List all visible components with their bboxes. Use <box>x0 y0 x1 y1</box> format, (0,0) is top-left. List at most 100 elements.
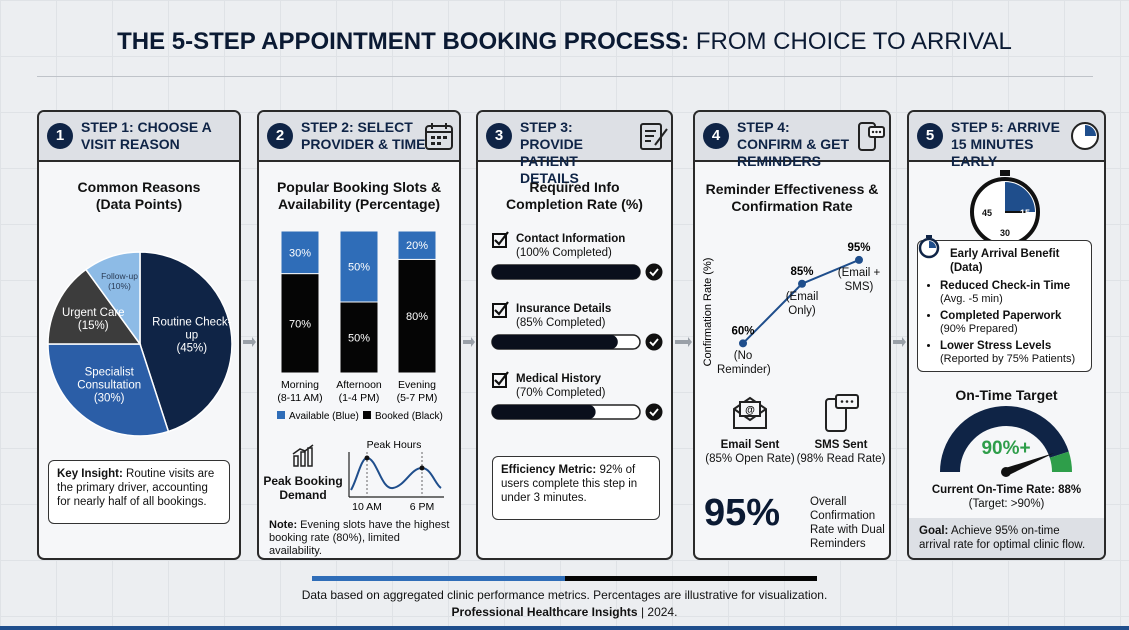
slice-value: (45%) <box>176 342 208 355</box>
pie-slice <box>47 268 142 345</box>
progress-bar <box>492 265 640 279</box>
x-tick-sublabel: (5-7 PM) <box>397 392 438 404</box>
bar-segment <box>339 301 379 374</box>
bar-value-label: 50% <box>348 262 370 274</box>
metric-label: Efficiency Metric: <box>501 464 597 476</box>
point-label: 95% <box>847 242 870 254</box>
decoration <box>243 337 256 347</box>
clock-label: 15 <box>1020 208 1030 218</box>
checkbox <box>492 373 507 388</box>
clock-quarter <box>1005 182 1035 212</box>
point <box>798 279 806 288</box>
bar-segment <box>280 230 320 275</box>
peak-dot <box>364 455 370 461</box>
info-detail: (70% Completed) <box>516 387 606 399</box>
point-category: (Email Only) <box>785 290 819 317</box>
bar-segment <box>280 273 320 374</box>
gauge-needle <box>1004 452 1055 476</box>
legend-swatch <box>363 411 371 419</box>
info-label: Medical History <box>516 373 601 385</box>
decoration <box>443 136 447 139</box>
decoration <box>871 130 875 134</box>
title-light: FROM CHOICE TO ARRIVAL <box>695 28 1012 55</box>
x-tick-label: Afternoon <box>336 379 382 391</box>
legend-label: Booked (Black) <box>375 411 443 422</box>
done-badge <box>645 403 663 421</box>
slice-name: Routine Check-up <box>152 316 232 342</box>
bar-segment <box>397 230 437 260</box>
note-label: Note: <box>269 519 298 531</box>
decoration <box>463 337 475 347</box>
gauge-target-arc <box>1049 451 1072 473</box>
gauge-target-note: (Target: >90%) <box>968 498 1045 510</box>
x-tick-sublabel: (1-4 PM) <box>339 392 380 404</box>
clock-knob <box>1000 170 1010 176</box>
step-heading: STEP 1: CHOOSE A VISIT REASON <box>81 119 212 152</box>
decoration <box>300 451 306 467</box>
point-category: (Email + SMS) <box>837 266 881 293</box>
decoration <box>840 400 854 403</box>
bar-value-label: 80% <box>406 311 428 323</box>
clock-label: 30 <box>1000 228 1010 238</box>
step-panel: 1 STEP 1: CHOOSE A VISIT REASON Common Re… <box>37 110 241 560</box>
chart-title: Reminder Effectiveness & Confirmation Ra… <box>705 181 879 214</box>
insight-text: Routine visits are the primary driver, a… <box>57 468 215 508</box>
decoration <box>739 401 761 417</box>
step-header: 4 STEP 4: CONFIRM & GET REMINDERS <box>695 112 889 169</box>
demand-x-label: 6 PM <box>410 501 435 513</box>
pie-slice <box>47 343 170 437</box>
info-item: Contact Information (100% Completed) <box>516 232 666 260</box>
decoration <box>431 136 435 139</box>
point <box>855 255 863 264</box>
channel: Email Sent (85% Open Rate) <box>705 438 795 466</box>
slice-label: Routine Check-up (45%) <box>151 316 233 355</box>
slice-label: Urgent Care (15%) <box>52 307 134 333</box>
bar-value-label: 20% <box>406 240 428 252</box>
decoration <box>926 235 932 238</box>
decoration <box>425 125 453 150</box>
slice-name: Urgent Care <box>61 307 125 320</box>
gauge-title: On-Time Target <box>955 387 1058 403</box>
bar-value-label: 50% <box>348 333 370 345</box>
step-number: 4 <box>703 123 729 149</box>
chart-layer <box>491 231 663 421</box>
channel-name: Email Sent <box>720 439 780 451</box>
peak-label: Peak Hours <box>367 439 422 451</box>
info-detail: (100% Completed) <box>516 247 612 259</box>
chart-title: Required Info Completion Rate (%) <box>506 179 643 212</box>
source-name: Professional Healthcare Insights <box>451 605 638 619</box>
decoration <box>871 130 882 134</box>
checkbox-tick <box>494 301 509 316</box>
benefit-box: Early Arrival Benefit (Data) Reduced Che… <box>917 240 1092 372</box>
step-heading: STEP 4: CONFIRM & GET REMINDERS <box>737 119 849 169</box>
bar-value-label: 30% <box>289 247 311 259</box>
needle-hub <box>1001 467 1011 477</box>
step-header: 1 STEP 1: CHOOSE A VISIT REASON <box>39 112 239 162</box>
benefit-label: Lower Stress Levels <box>940 340 1052 352</box>
benefit-detail: (Reported by 75% Patients) <box>940 353 1076 365</box>
progress-bar <box>492 405 596 419</box>
bar-value-label: 70% <box>289 318 311 330</box>
decoration <box>431 142 435 145</box>
decoration <box>893 337 906 347</box>
benefit-label: Completed Paperwork <box>940 310 1062 322</box>
goal-text: Achieve 95% on-time arrival rate for opt… <box>919 525 1086 551</box>
y-axis-label: Confirmation Rate (%) <box>702 258 714 367</box>
done-tick <box>649 408 659 417</box>
legend-swatch <box>277 411 285 419</box>
decoration <box>437 136 441 139</box>
benefit-title: Early Arrival Benefit (Data) <box>950 248 1060 274</box>
decoration <box>645 128 668 146</box>
slice-label: Follow-up (10%) <box>97 271 143 291</box>
checkbox-tick <box>494 231 509 246</box>
gauge-arc <box>940 406 1069 473</box>
decoration: @ <box>745 405 755 416</box>
channel-name: SMS Sent <box>814 439 868 451</box>
legend-label: Available (Blue) <box>289 411 359 422</box>
x-tick-label: Evening <box>398 379 436 391</box>
done-tick <box>649 338 659 347</box>
step-header: 3 STEP 3: PROVIDE PATIENT DETAILS <box>478 112 671 186</box>
decoration <box>845 400 849 403</box>
decoration <box>850 400 854 403</box>
